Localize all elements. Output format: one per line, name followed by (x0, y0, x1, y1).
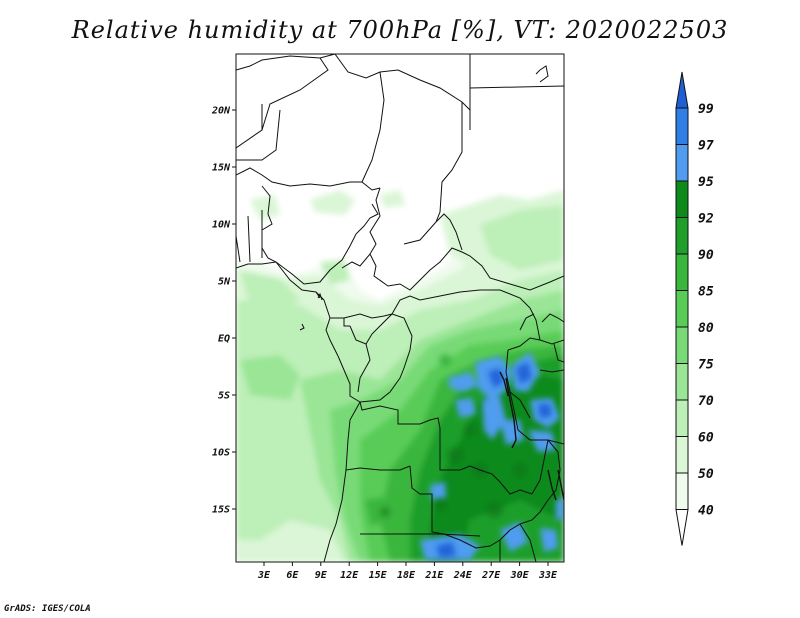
lon-tick-label: 21E (424, 570, 444, 581)
colorbar-segment (676, 181, 688, 218)
lat-tick-label: 15S (212, 505, 230, 516)
latitude-axis: 20N 15N 10N 5N EQ 5S 10S 15S (211, 106, 236, 516)
colorbar-segment (676, 108, 688, 145)
colorbar-segment (676, 327, 688, 364)
colorbar-label: 85 (698, 285, 714, 300)
colorbar-label: 70 (698, 394, 714, 409)
colorbar-top-arrow (675, 71, 689, 109)
colorbar: 99 97 95 92 90 85 80 75 70 60 50 40 (675, 71, 714, 546)
colorbar-label: 40 (698, 504, 714, 519)
country-borders (236, 54, 564, 562)
lat-tick-label: 10S (212, 448, 230, 459)
colorbar-segment (676, 473, 688, 510)
colorbar-segment (676, 144, 688, 181)
colorbar-label: 90 (698, 248, 714, 263)
colorbar-label: 75 (698, 358, 714, 373)
lon-tick-label: 3E (257, 570, 271, 581)
lon-tick-label: 30E (510, 570, 530, 581)
colorbar-bottom-arrow (675, 509, 689, 546)
lon-tick-label: 15E (369, 570, 388, 581)
colorbar-label: 50 (698, 467, 714, 482)
lon-tick-label: 12E (340, 570, 359, 581)
lon-tick-label: 24E (453, 570, 473, 581)
humidity-field (236, 54, 564, 562)
colorbar-label: 92 (698, 212, 714, 227)
longitude-axis: 3E 6E 9E 12E 15E 18E 21E 24E 27E 30E 33E (257, 562, 558, 581)
lon-tick-label: 27E (481, 570, 501, 581)
lat-tick-label: 15N (212, 163, 231, 174)
lon-tick-label: 6E (286, 570, 299, 581)
lat-tick-label: 20N (211, 106, 231, 117)
grads-credit: GrADS: IGES/COLA (4, 604, 91, 614)
lat-tick-label: EQ (218, 334, 230, 345)
lon-tick-label: 18E (397, 570, 416, 581)
colorbar-label: 80 (698, 321, 714, 336)
lon-tick-label: 33E (538, 570, 558, 581)
colorbar-segment (676, 363, 688, 400)
lat-tick-label: 5N (218, 277, 231, 288)
map-title: Relative humidity at 700hPa [%], VT: 202… (71, 16, 729, 44)
colorbar-label: 99 (698, 102, 714, 117)
colorbar-label: 97 (698, 139, 714, 154)
lon-tick-label: 9E (315, 570, 328, 581)
colorbar-segment (676, 436, 688, 473)
colorbar-segment (676, 400, 688, 437)
lat-tick-label: 5S (218, 391, 230, 402)
colorbar-segment (676, 217, 688, 254)
colorbar-label: 95 (698, 175, 714, 190)
colorbar-segment (676, 254, 688, 291)
lat-tick-label: 10N (212, 220, 231, 231)
colorbar-segment (676, 290, 688, 327)
colorbar-label: 60 (698, 431, 714, 446)
map-frame (235, 53, 565, 563)
